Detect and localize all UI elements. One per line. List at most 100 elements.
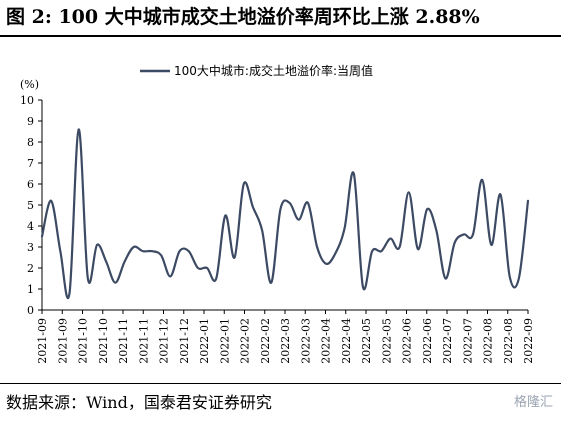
x-tick-label: 2022-04: [320, 318, 333, 364]
y-axis-label: (%): [20, 78, 39, 91]
source-note: 数据来源：Wind，国泰君安证券研究: [6, 393, 272, 412]
data-point: [326, 263, 327, 264]
x-tick-label: 2021-11: [117, 318, 130, 364]
data-point: [491, 244, 492, 245]
data-point: [280, 209, 281, 210]
x-tick-label: 2022-08: [502, 318, 515, 364]
x-tick-label: 2022-06: [401, 318, 414, 364]
legend: 100大中城市:成交土地溢价率:当周值: [140, 63, 373, 78]
x-tick-label: 2022-07: [441, 318, 454, 364]
x-tick-label: 2022-03: [299, 318, 312, 364]
data-point: [500, 194, 501, 195]
data-point: [390, 238, 391, 239]
data-point: [408, 192, 409, 193]
y-tick-label: 9: [27, 115, 34, 128]
data-point: [472, 234, 473, 235]
data-point: [454, 242, 455, 243]
y-ticks: 0 1 2 3 4 5 6 7 8 9 10: [20, 94, 42, 317]
title-divider: [0, 35, 561, 37]
data-point: [161, 255, 162, 256]
y-tick-label: 0: [27, 304, 34, 317]
x-tick-label: 2021-11: [137, 318, 150, 364]
y-tick-label: 1: [27, 283, 34, 296]
data-point: [78, 129, 79, 130]
data-point: [170, 276, 171, 277]
x-tick-label: 2021-10: [77, 318, 90, 364]
x-tick-label: 2022-05: [380, 318, 393, 364]
data-point: [197, 267, 198, 268]
data-point: [527, 200, 528, 201]
data-point: [69, 293, 70, 294]
x-tick-label: 2021-12: [178, 318, 191, 364]
data-point: [151, 251, 152, 252]
data-point: [289, 202, 290, 203]
x-tick-label: 2021-09: [56, 318, 69, 364]
data-point: [344, 228, 345, 229]
x-tick-label: 2022-08: [482, 318, 495, 364]
data-point: [216, 278, 217, 279]
series-line: [40, 128, 530, 300]
data-point: [518, 278, 519, 279]
data-point: [509, 276, 510, 277]
data-point: [41, 236, 42, 237]
x-tick-label: 2022-07: [461, 318, 474, 364]
data-points: [41, 129, 528, 294]
y-tick-label: 5: [27, 199, 34, 212]
x-tick-label: 2022-02: [239, 318, 252, 364]
y-tick-label: 4: [27, 220, 34, 233]
data-point: [436, 230, 437, 231]
data-point: [133, 246, 134, 247]
data-point: [353, 173, 354, 174]
x-tick-label: 2021-12: [158, 318, 171, 364]
data-point: [179, 251, 180, 252]
data-point: [106, 261, 107, 262]
data-point: [96, 244, 97, 245]
y-tick-label: 2: [27, 262, 34, 275]
data-point: [142, 251, 143, 252]
data-point: [381, 251, 382, 252]
data-point: [362, 286, 363, 287]
data-point: [206, 267, 207, 268]
data-point: [261, 230, 262, 231]
figure-title: 图 2: 100 大中城市成交土地溢价率周环比上涨 2.88%: [6, 6, 480, 28]
data-point: [463, 234, 464, 235]
data-point: [60, 251, 61, 252]
data-point: [298, 219, 299, 220]
data-point: [87, 278, 88, 279]
watermark: 格隆汇: [513, 395, 553, 410]
data-point: [372, 251, 373, 252]
line-chart: 100大中城市:成交土地溢价率:当周值 (%) 0 1 2 3 4 5 6 7 8 9 10 202…: [20, 63, 535, 364]
data-point: [234, 257, 235, 258]
data-point: [124, 261, 125, 262]
data-point: [417, 249, 418, 250]
data-point: [335, 253, 336, 254]
x-tick-label: 2022-03: [279, 318, 292, 364]
x-tick-label: 2022-01: [218, 318, 231, 364]
y-tick-label: 6: [27, 178, 34, 191]
axes: [41, 100, 528, 311]
legend-label: 100大中城市:成交土地溢价率:当周值: [174, 63, 373, 78]
data-point: [482, 179, 483, 180]
y-tick-label: 8: [27, 136, 34, 149]
x-tick-label: 2022-04: [340, 318, 353, 364]
data-point: [252, 207, 253, 208]
data-point: [188, 251, 189, 252]
data-point: [243, 183, 244, 184]
data-point: [51, 200, 52, 201]
data-point: [271, 282, 272, 283]
x-tick-label: 2022-09: [522, 318, 535, 364]
data-point: [445, 278, 446, 279]
data-point: [316, 246, 317, 247]
footer-divider: [0, 383, 561, 384]
x-tick-label: 2022-06: [421, 318, 434, 364]
data-point: [307, 202, 308, 203]
y-tick-label: 7: [27, 157, 34, 170]
x-tick-label: 2022-01: [198, 318, 211, 364]
data-point: [399, 246, 400, 247]
y-tick-label: 10: [20, 94, 34, 107]
data-point: [225, 215, 226, 216]
x-tick-label: 2021-10: [97, 318, 110, 364]
data-point: [427, 209, 428, 210]
x-tick-label: 2022-02: [259, 318, 272, 364]
x-tick-label: 2021-09: [36, 318, 49, 364]
